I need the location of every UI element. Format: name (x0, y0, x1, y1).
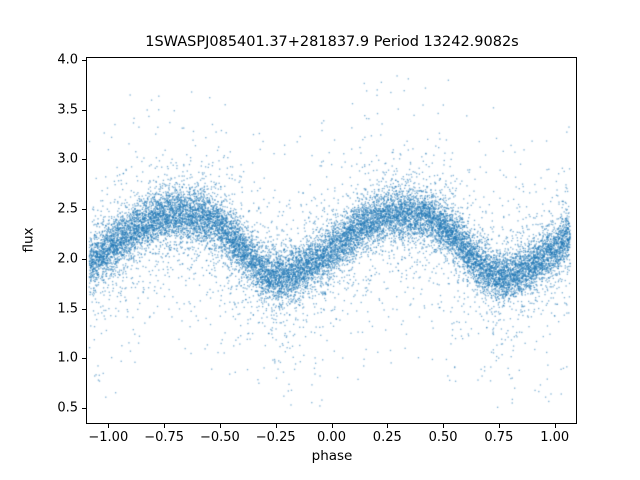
x-tick-mark (498, 424, 500, 428)
x-tick-label: 0.25 (372, 430, 402, 445)
x-tick-label: 0.00 (317, 430, 346, 445)
y-tick-mark (82, 109, 86, 111)
y-tick-mark (82, 408, 86, 410)
x-tick-label: 1.00 (540, 430, 570, 445)
x-tick-mark (331, 424, 333, 428)
x-tick-mark (164, 424, 166, 428)
x-axis-label: phase (311, 448, 353, 464)
y-tick-label: 2.5 (57, 201, 78, 217)
y-tick-label: 1.5 (57, 301, 78, 317)
y-tick-mark (82, 209, 86, 211)
x-tick-label: −1.00 (88, 430, 129, 445)
y-tick-label: 4.0 (57, 52, 78, 68)
x-tick-label: −0.75 (144, 430, 185, 445)
y-axis-label: flux (20, 227, 37, 253)
y-tick-mark (82, 159, 86, 161)
x-tick-mark (219, 424, 221, 428)
chart-title: 1SWASPJ085401.37+281837.9 Period 13242.9… (145, 34, 519, 50)
x-tick-mark (275, 424, 277, 428)
x-tick-label: 0.75 (484, 430, 514, 445)
x-tick-label: −0.50 (199, 430, 240, 445)
x-tick-mark (554, 424, 556, 428)
y-tick-mark (82, 358, 86, 360)
x-tick-mark (387, 424, 389, 428)
y-tick-mark (82, 59, 86, 61)
x-tick-label: −0.25 (255, 430, 296, 445)
y-tick-mark (82, 258, 86, 260)
y-tick-label: 0.5 (57, 400, 78, 416)
y-tick-label: 1.0 (57, 350, 78, 366)
plot-area (86, 57, 578, 425)
y-tick-label: 3.0 (57, 151, 78, 167)
y-tick-label: 3.5 (57, 102, 78, 118)
scatter-points (87, 58, 578, 425)
y-tick-mark (82, 308, 86, 310)
x-tick-label: 0.50 (428, 430, 458, 445)
x-tick-mark (443, 424, 445, 428)
y-tick-label: 2.0 (57, 251, 78, 267)
x-tick-mark (108, 424, 110, 428)
